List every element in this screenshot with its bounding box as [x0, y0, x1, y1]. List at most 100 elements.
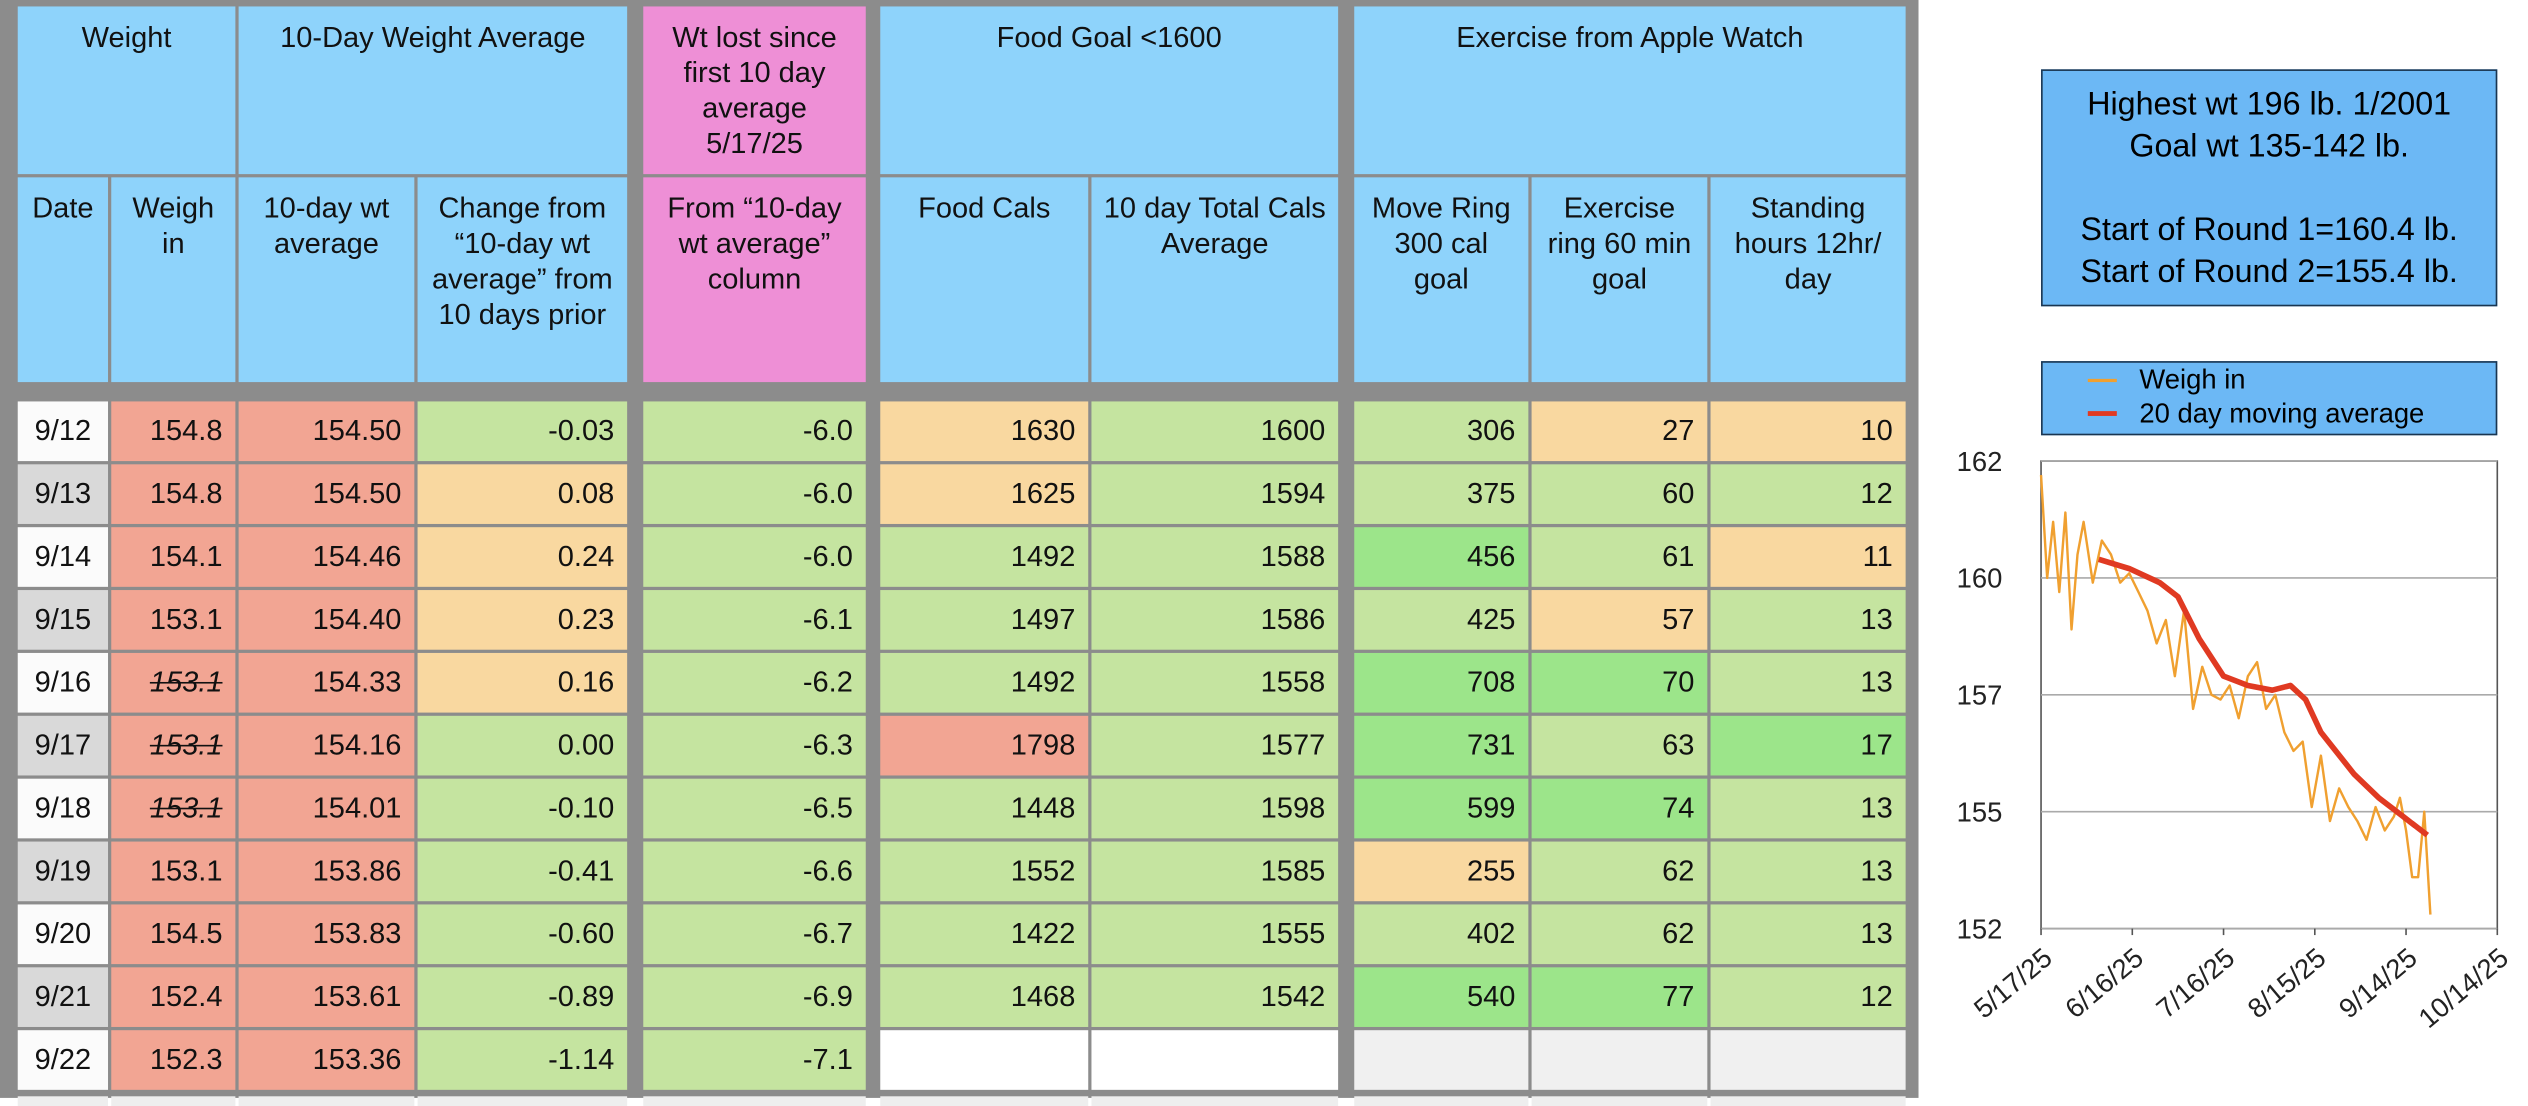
table-cell: 9/14 [17, 527, 109, 587]
table-cell: 154.1 [111, 527, 236, 587]
table-cell: 1555 [1091, 904, 1339, 965]
table-cell: 456 [1354, 527, 1529, 587]
table-cell: 9/22 [17, 1030, 109, 1090]
group-header: 10-Day Weight Average [238, 6, 628, 175]
table-cell: 153.1 [111, 590, 236, 650]
table-cell: 11 [1710, 527, 1906, 587]
table-cell: 154.46 [238, 527, 415, 587]
x-tick-label: 8/15/25 [2242, 942, 2332, 1024]
table-cell: 153.1 [111, 715, 236, 776]
table-cell: -7.1 [643, 1030, 866, 1090]
table-cell: 153.83 [238, 904, 415, 965]
table-cell: 10 [1710, 401, 1906, 462]
column-header: Move Ring 300 cal goal [1354, 177, 1529, 383]
table-cell: 9/16 [17, 652, 109, 713]
table-cell: 1492 [880, 527, 1089, 587]
table-cell: 9/13 [17, 464, 109, 524]
group-header: Weight [17, 6, 236, 175]
table-cell [880, 1030, 1089, 1090]
table-cell: 9/17 [17, 715, 109, 776]
table-cell: 0.23 [417, 590, 628, 650]
table-cell: 540 [1354, 967, 1529, 1027]
table-cell: -6.9 [643, 967, 866, 1027]
table-cell: 1552 [880, 841, 1089, 902]
table-cell: 1422 [880, 904, 1089, 965]
table-cell: 13 [1710, 590, 1906, 650]
table-cell: 1585 [1091, 841, 1339, 902]
table-cell: 9/20 [17, 904, 109, 965]
table-cell: -6.7 [643, 904, 866, 965]
column-header: From “10-day wt average” column [643, 177, 866, 383]
table-cell: 62 [1531, 904, 1708, 965]
column-header: Weigh in [111, 177, 236, 383]
table-cell: 154.8 [111, 401, 236, 462]
info-line: Start of Round 2=155.4 lb. [2080, 254, 2458, 291]
table-cell: 731 [1354, 715, 1529, 776]
table-cell: 306 [1354, 401, 1529, 462]
table-cell: 9/19 [17, 841, 109, 902]
y-tick-label: 162 [1957, 446, 2003, 477]
table-cell: 63 [1531, 715, 1708, 776]
table-cell: 1542 [1091, 967, 1339, 1027]
table-cell: 154.01 [238, 778, 415, 839]
table-cell: 74 [1531, 778, 1708, 839]
table-cell: -6.0 [643, 401, 866, 462]
group-header: Exercise from Apple Watch [1354, 6, 1906, 175]
column-header: 10 day Total Cals Average [1091, 177, 1339, 383]
table-cell: 13 [1710, 904, 1906, 965]
table-cell: 57 [1531, 590, 1708, 650]
table-cell: 1558 [1091, 652, 1339, 713]
table-cell: 153.1 [111, 778, 236, 839]
table-cell: 70 [1531, 652, 1708, 713]
table-cell: -6.2 [643, 652, 866, 713]
table-cell: 0.08 [417, 464, 628, 524]
table-cell: -6.0 [643, 464, 866, 524]
info-box: Highest wt 196 lb. 1/2001 Goal wt 135-14… [2041, 69, 2498, 307]
table-cell: 62 [1531, 841, 1708, 902]
table-cell: 0.00 [417, 715, 628, 776]
table-cell: 153.1 [111, 652, 236, 713]
table-cell: 402 [1354, 904, 1529, 965]
table-cell: 1448 [880, 778, 1089, 839]
column-header: Standing hours 12hr/ day [1710, 177, 1906, 383]
x-tick-label: 10/14/25 [2412, 942, 2514, 1034]
legend-swatch [2087, 378, 2117, 382]
table-cell: -6.5 [643, 778, 866, 839]
table-cell: 154.8 [111, 464, 236, 524]
legend-label: 20 day moving average [2139, 398, 2425, 429]
table-cell: 425 [1354, 590, 1529, 650]
table-cell: 1598 [1091, 778, 1339, 839]
info-line: Highest wt 196 lb. 1/2001 [2087, 87, 2452, 123]
table-cell: 1798 [880, 715, 1089, 776]
table-cell: 12 [1710, 464, 1906, 524]
table-cell: 13 [1710, 652, 1906, 713]
table-cell: 1588 [1091, 527, 1339, 587]
table-cell: 12 [1710, 967, 1906, 1027]
table-cell: -6.6 [643, 841, 866, 902]
table-cell: -1.14 [417, 1030, 628, 1090]
info-line: Goal wt 135-142 lb. [2129, 128, 2409, 165]
column-header: Exercise ring 60 min goal [1531, 177, 1708, 383]
y-tick-label: 157 [1957, 680, 2003, 711]
table-cell: 13 [1710, 778, 1906, 839]
table-cell: -0.41 [417, 841, 628, 902]
legend-label: Weigh in [2139, 364, 2246, 395]
table-cell: 1586 [1091, 590, 1339, 650]
table-cell: 9/12 [17, 401, 109, 462]
table-cell [1710, 1030, 1906, 1090]
table-cell: -0.03 [417, 401, 628, 462]
table-cell: 375 [1354, 464, 1529, 524]
legend: Weigh in 20 day moving average [2041, 361, 2498, 436]
table-cell: 1577 [1091, 715, 1339, 776]
table-cell: 1468 [880, 967, 1089, 1027]
table-cell: 153.61 [238, 967, 415, 1027]
table-cell: 17 [1710, 715, 1906, 776]
table-cell: 1594 [1091, 464, 1339, 524]
table-cell: 60 [1531, 464, 1708, 524]
table-cell: -6.0 [643, 527, 866, 587]
y-tick-label: 152 [1957, 913, 2003, 944]
column-header: Date [17, 177, 109, 383]
legend-swatch [2087, 410, 2117, 417]
